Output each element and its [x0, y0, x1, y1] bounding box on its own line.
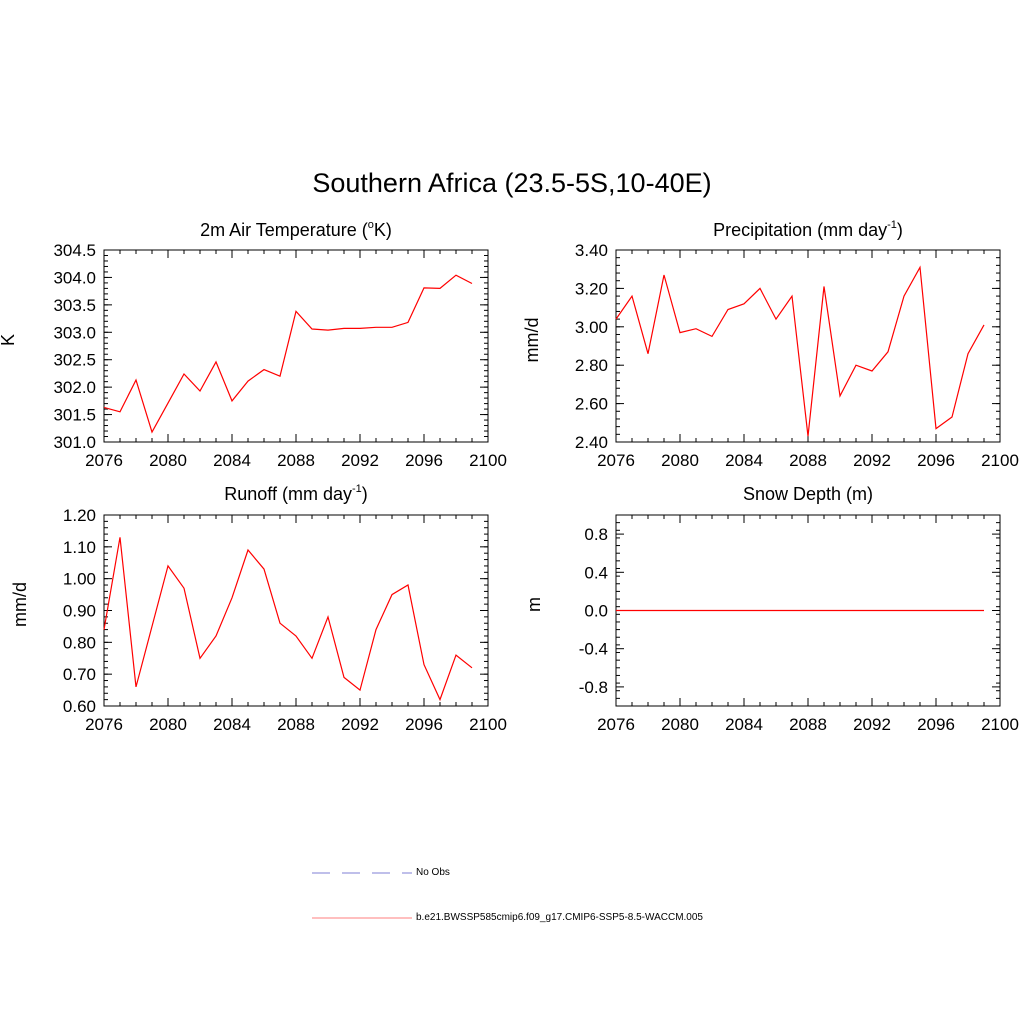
y-tick-label: 302.0 — [53, 378, 96, 397]
y-tick-label: -0.4 — [579, 640, 608, 659]
y-tick-label: 301.5 — [53, 406, 96, 425]
legend-label-model: b.e21.BWSSP585cmip6.f09_g17.CMIP6-SSP5-8… — [416, 912, 703, 923]
series-line — [103, 274, 473, 434]
x-tick-label: 2096 — [917, 715, 955, 734]
chart-panel-1: 2076 2080 2084 2088 2092 2096 2100 2.40 2.60 2.80… — [522, 219, 1019, 470]
legend-label-obs: No Obs — [416, 867, 450, 878]
chart-panel-2: 2076 2080 2084 2088 2092 2096 2100 0.60 0.70 0.80… — [10, 483, 507, 734]
x-tick-label: 2080 — [149, 715, 187, 734]
y-tick-label: 0.0 — [584, 602, 608, 621]
y-tick-label: 302.5 — [53, 351, 96, 370]
x-tick-label: 2088 — [277, 715, 315, 734]
panel-title-sup: o — [368, 219, 374, 231]
x-tick-label: 2084 — [725, 451, 763, 470]
y-tick-label: -0.8 — [579, 678, 608, 697]
y-tick-label: 303.0 — [53, 323, 96, 342]
y-tick-label: 0.8 — [584, 525, 608, 544]
y-tick-label: 3.40 — [575, 241, 608, 260]
x-tick-label: 2084 — [213, 715, 251, 734]
x-tick-label: 2096 — [917, 451, 955, 470]
panel-title-after: K) — [374, 220, 392, 240]
x-tick-label: 2084 — [725, 715, 763, 734]
x-tick-label: 2092 — [341, 715, 379, 734]
x-tick-label: 2088 — [789, 451, 827, 470]
x-tick-label: 2092 — [341, 451, 379, 470]
y-axis-label: mm/d — [522, 318, 542, 363]
x-tick-label: 2088 — [789, 715, 827, 734]
x-tick-label: 2092 — [853, 451, 891, 470]
x-tick-label: 2076 — [597, 451, 635, 470]
panel-title-text: 2m Air Temperature ( — [200, 220, 368, 240]
x-tick-label: 2076 — [85, 451, 123, 470]
panel-title-text: Snow Depth (m) — [743, 484, 873, 504]
y-tick-label: 303.5 — [53, 296, 96, 315]
panel-title: Snow Depth (m) — [743, 484, 873, 504]
y-tick-label: 1.00 — [63, 570, 96, 589]
series-line — [103, 537, 473, 702]
y-tick-label: 304.0 — [53, 268, 96, 287]
y-tick-label: 0.90 — [63, 602, 96, 621]
chart-panel-0: 2076 2080 2084 2088 2092 2096 2100 301.0 301.5 30… — [0, 219, 507, 470]
y-tick-label: 3.20 — [575, 279, 608, 298]
panel-title-after: ) — [362, 484, 368, 504]
y-axis-label: m — [524, 597, 544, 612]
x-tick-label: 2076 — [597, 715, 635, 734]
y-tick-label: 3.00 — [575, 318, 608, 337]
chart-panel-3: 2076 2080 2084 2088 2092 2096 2100 -0.8 -0.4 0.0 0… — [524, 484, 1019, 734]
y-tick-label: 2.40 — [575, 433, 608, 452]
x-tick-label: 2096 — [405, 451, 443, 470]
x-tick-label: 2088 — [277, 451, 315, 470]
y-tick-label: 2.60 — [575, 395, 608, 414]
panel-title-sup: -1 — [352, 483, 362, 495]
x-tick-label: 2084 — [213, 451, 251, 470]
y-axis-label: mm/d — [10, 582, 30, 627]
series-line — [615, 265, 985, 437]
y-tick-label: 0.70 — [63, 665, 96, 684]
y-tick-label: 304.5 — [53, 241, 96, 260]
y-tick-label: 301.0 — [53, 433, 96, 452]
panel-title: Precipitation (mm day-1) — [713, 219, 903, 240]
x-tick-label: 2092 — [853, 715, 891, 734]
y-tick-label: 0.4 — [584, 563, 608, 582]
x-tick-label: 2096 — [405, 715, 443, 734]
x-tick-label: 2100 — [469, 715, 507, 734]
y-tick-label: 1.10 — [63, 538, 96, 557]
panel-title-text: Precipitation (mm day — [713, 220, 887, 240]
panel-title-after: ) — [897, 220, 903, 240]
x-tick-label: 2100 — [469, 451, 507, 470]
panel-title: 2m Air Temperature (oK) — [200, 219, 392, 240]
x-tick-label: 2100 — [981, 451, 1019, 470]
y-tick-label: 2.80 — [575, 356, 608, 375]
panel-title: Runoff (mm day-1) — [224, 483, 368, 504]
y-tick-label: 0.80 — [63, 633, 96, 652]
x-tick-label: 2080 — [661, 715, 699, 734]
page-title: Southern Africa (23.5-5S,10-40E) — [312, 168, 712, 198]
y-axis-label: K — [0, 334, 18, 346]
x-tick-label: 2100 — [981, 715, 1019, 734]
panel-title-sup: -1 — [887, 219, 897, 231]
panel-title-text: Runoff (mm day — [224, 484, 352, 504]
y-tick-label: 1.20 — [63, 506, 96, 525]
y-tick-label: 0.60 — [63, 697, 96, 716]
x-tick-label: 2076 — [85, 715, 123, 734]
x-tick-label: 2080 — [661, 451, 699, 470]
x-tick-label: 2080 — [149, 451, 187, 470]
